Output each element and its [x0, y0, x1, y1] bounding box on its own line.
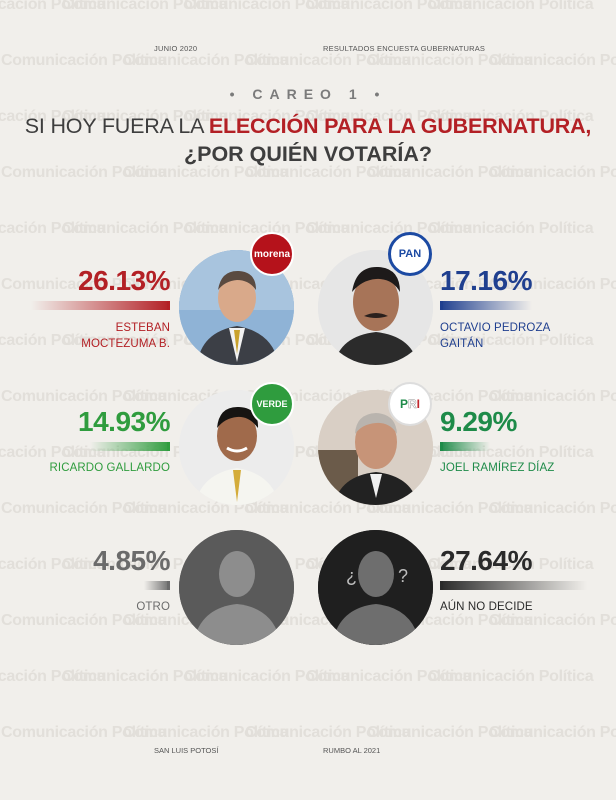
- data-label-esteban: 26.13%: [78, 265, 170, 296]
- watermark-logo: Comunicación Política: [0, 668, 106, 685]
- bar-fill-esteban: [31, 301, 170, 310]
- bar-fill-ricardo: [90, 442, 170, 451]
- header-date: JUNIO 2020: [154, 44, 198, 53]
- watermark-logo: Comunicación Política: [306, 220, 472, 237]
- watermark-logo: Comunicación Política: [367, 724, 533, 741]
- morena-label: morena: [253, 248, 291, 260]
- bar-tick-undecided: [440, 581, 443, 590]
- question-line-2: ¿POR QUIÉN VOTARÍA?: [183, 142, 433, 166]
- careo-label: • CAREO 1 •: [229, 86, 387, 102]
- watermark-logo: Comunicación Política: [62, 668, 228, 685]
- data-label-undecided: 27.64%: [440, 545, 532, 576]
- bar-fill-otro: [144, 581, 170, 590]
- candidate-name-joel: JOEL RAMÍREZ DÍAZ: [440, 462, 555, 474]
- watermark-logo: Comunicación Política: [62, 220, 228, 237]
- bar-octavio: [440, 301, 600, 310]
- watermark-logo: Comunicación Política: [489, 52, 616, 69]
- bar-esteban: [10, 301, 170, 310]
- question-bold: ELECCIÓN PARA LA GUBERNATURA,: [208, 114, 592, 138]
- header-title: RESULTADOS ENCUESTA GUBERNATURAS: [323, 44, 486, 53]
- bar-tick-joel: [440, 442, 443, 451]
- candidate-name-ricardo: RICARDO GALLARDO: [49, 462, 170, 474]
- bar-otro: [10, 581, 170, 590]
- bar-fill-octavio: [440, 301, 532, 310]
- watermark-logo: Comunicación Política: [1, 724, 167, 741]
- watermark-logo: Comunicación Política: [123, 52, 289, 69]
- bar-undecided: [440, 581, 600, 590]
- watermark-logo: Comunicación Política: [123, 724, 289, 741]
- candidate-name-undecided: AÚN NO DECIDE: [440, 601, 533, 613]
- candidate-photo-esteban: [179, 250, 294, 365]
- name-line-2: GAITÁN: [440, 338, 484, 350]
- watermark-logo: Comunicación Política: [245, 52, 411, 69]
- data-label-ricardo: 14.93%: [78, 406, 170, 437]
- watermark-logo: Comunicación Política: [0, 0, 106, 13]
- watermark-logo: Comunicación Política: [367, 500, 533, 517]
- footer-location: SAN LUIS POTOSÍ: [154, 746, 219, 755]
- bar-tick-esteban: [167, 301, 170, 310]
- watermark-logo: Comunicación Política: [1, 500, 167, 517]
- watermark-logo: Comunicación Política: [428, 220, 594, 237]
- watermark-logo: Comunicación Política: [184, 668, 350, 685]
- candidate-name-otro: OTRO: [136, 601, 170, 613]
- data-label-joel: 9.29%: [440, 406, 517, 437]
- watermark-logo: Comunicación Política: [184, 0, 350, 13]
- candidate-name-esteban: ESTEBAN MOCTEZUMA B.: [10, 320, 170, 352]
- pan-logo: PAN: [388, 232, 432, 276]
- watermark-logo: Comunicación Política: [306, 0, 472, 13]
- watermark-logo: Comunicación Política: [62, 0, 228, 13]
- svg-text:¿: ¿: [346, 566, 357, 586]
- svg-text:?: ?: [398, 566, 408, 586]
- watermark-logo: Comunicación Política: [0, 220, 106, 237]
- watermark-logo: Comunicación Política: [489, 724, 616, 741]
- watermark-logo: Comunicación Política: [367, 52, 533, 69]
- bar-tick-ricardo: [167, 442, 170, 451]
- morena-logo: morena: [250, 232, 294, 276]
- watermark-logo: Comunicación Política: [306, 668, 472, 685]
- watermark-logo: Comunicación Política: [428, 0, 594, 13]
- question-prefix: SI HOY FUERA LA: [24, 114, 209, 138]
- watermark-logo: Comunicación Política: [123, 500, 289, 517]
- bar-fill-joel: [440, 442, 490, 451]
- name-line-1: ESTEBAN: [115, 322, 170, 334]
- watermark-logo: Comunicación Política: [428, 668, 594, 685]
- watermark-logo: Comunicación Política: [245, 724, 411, 741]
- verde-logo: VERDE: [250, 382, 294, 426]
- bar-joel: [440, 442, 600, 451]
- bar-ricardo: [10, 442, 170, 451]
- data-label-octavio: 17.16%: [440, 265, 532, 296]
- footer-tagline: RUMBO AL 2021: [323, 746, 381, 755]
- name-line-2: MOCTEZUMA B.: [81, 338, 170, 350]
- bar-tick-otro: [167, 581, 170, 590]
- watermark-logo: Comunicación Política: [1, 52, 167, 69]
- candidate-name-octavio: OCTAVIO PEDROZA GAITÁN: [440, 320, 550, 352]
- pan-label: PAN: [398, 248, 422, 260]
- bar-fill-undecided: [440, 581, 587, 590]
- watermark-logo: Comunicación Política: [1, 388, 167, 405]
- data-label-otro: 4.85%: [93, 545, 170, 576]
- verde-label: VERDE: [256, 399, 288, 409]
- watermark-logo: Comunicación Política: [489, 388, 616, 405]
- bar-tick-octavio: [440, 301, 443, 310]
- watermark-logo: Comunicación Política: [489, 500, 616, 517]
- silhouette-photo-otro: [179, 530, 294, 645]
- question-line-1: SI HOY FUERA LA ELECCIÓN PARA LA GUBERNA…: [0, 114, 616, 139]
- name-line-1: OCTAVIO PEDROZA: [440, 322, 551, 334]
- silhouette-photo-undecided: ¿ ?: [318, 530, 433, 645]
